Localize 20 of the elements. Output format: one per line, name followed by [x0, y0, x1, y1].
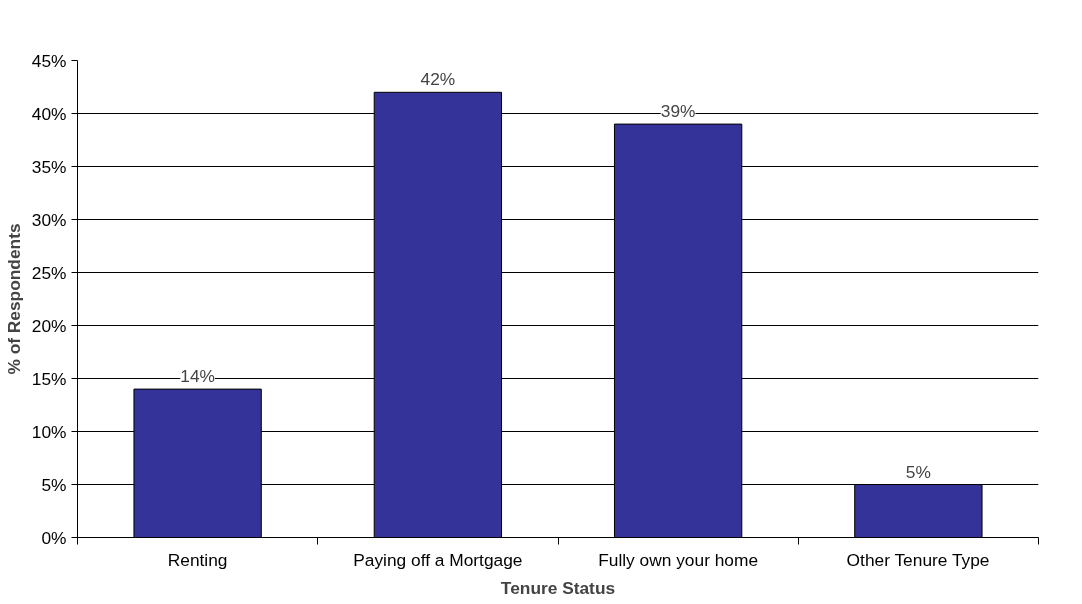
data-label: 14% [180, 366, 215, 387]
y-tick-label: 30% [31, 209, 67, 230]
x-axis-title: Tenure Status [500, 577, 616, 598]
y-tick-label: 15% [31, 368, 67, 389]
y-tick-label: 45% [31, 50, 67, 71]
x-tick-label: Renting [167, 549, 228, 570]
x-tick-label: Paying off a Mortgage [353, 549, 523, 570]
y-tick-label: 0% [41, 527, 67, 548]
y-tick-label: 20% [31, 315, 67, 336]
data-label: 42% [420, 69, 456, 90]
data-label: 39% [660, 101, 696, 122]
x-tick-label: Fully own your home [598, 549, 759, 570]
y-tick-label: 5% [41, 474, 67, 495]
y-axis-title: % of Respondents [3, 223, 24, 375]
y-tick-label: 10% [31, 421, 67, 442]
data-label: 5% [905, 461, 931, 482]
y-tick-label: 35% [31, 156, 67, 177]
y-tick-label: 40% [31, 103, 67, 124]
x-tick-label: Other Tenure Type [846, 549, 990, 570]
y-tick-label: 25% [31, 262, 67, 283]
